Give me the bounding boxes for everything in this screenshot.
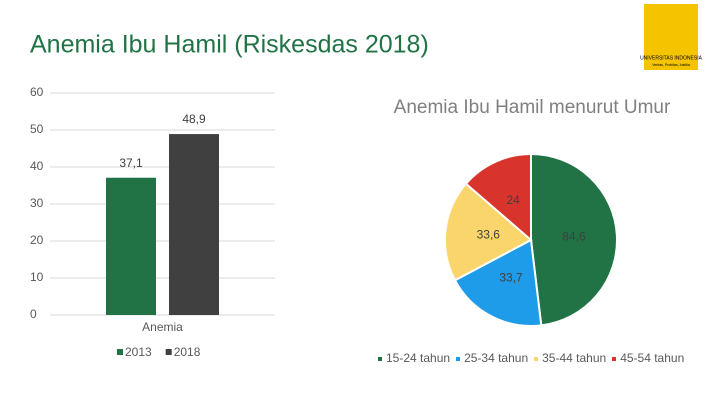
- legend-label: 15-24 tahun: [386, 351, 451, 365]
- legend-label: 2013: [125, 345, 152, 359]
- y-tick-label: 20: [30, 233, 44, 247]
- legend-item: 35-44 tahun: [534, 351, 606, 365]
- slide-title: Anemia Ibu Hamil (Riskesdas 2018): [30, 31, 429, 59]
- legend-item: 15-24 tahun: [378, 351, 450, 365]
- legend-item: 25-34 tahun: [456, 351, 528, 365]
- legend-label: 2018: [174, 345, 201, 359]
- value-label: 48,9: [182, 112, 206, 126]
- y-tick-label: 0: [30, 307, 37, 321]
- legend-swatch: [612, 356, 617, 361]
- bar: [169, 134, 219, 315]
- y-tick-label: 40: [30, 159, 44, 173]
- pie-title: Anemia Ibu Hamil menurut Umur: [393, 97, 671, 118]
- pie-legend: 15-24 tahun 25-34 tahun 35-44 tahun 45-54 t…: [378, 351, 684, 365]
- y-tick-label: 60: [30, 85, 44, 99]
- legend-label: 35-44 tahun: [542, 351, 607, 365]
- logo-name: UNIVERSITAS INDONESIA: [640, 55, 703, 61]
- legend-swatch: [117, 349, 123, 355]
- logo-motto: Veritas, Probitas, Iustitia: [652, 63, 690, 67]
- logo: [644, 4, 698, 70]
- legend-swatch: [534, 356, 539, 361]
- legend-swatch: [378, 356, 382, 361]
- pie-slice: [453, 238, 543, 327]
- legend-swatch: [456, 356, 461, 361]
- value-label: 84,6: [562, 230, 586, 244]
- y-tick-label: 50: [30, 122, 44, 136]
- value-label: 33,6: [477, 227, 501, 241]
- legend-item: 45-54 tahun: [612, 351, 684, 365]
- pie-slice: [464, 152, 532, 243]
- value-label: 24: [506, 193, 520, 207]
- legend-swatch: [165, 349, 172, 355]
- bar: [106, 177, 156, 315]
- value-label: 37,1: [119, 156, 143, 170]
- pie-slice: [444, 182, 533, 282]
- x-tick-label: Anemia: [142, 320, 183, 334]
- pie-slice: [530, 152, 618, 327]
- y-tick-label: 30: [30, 196, 44, 210]
- y-tick-label: 10: [30, 270, 44, 284]
- value-label: 33,7: [499, 270, 523, 284]
- legend-label: 45-54 tahun: [620, 351, 685, 365]
- legend-label: 25-34 tahun: [464, 351, 529, 365]
